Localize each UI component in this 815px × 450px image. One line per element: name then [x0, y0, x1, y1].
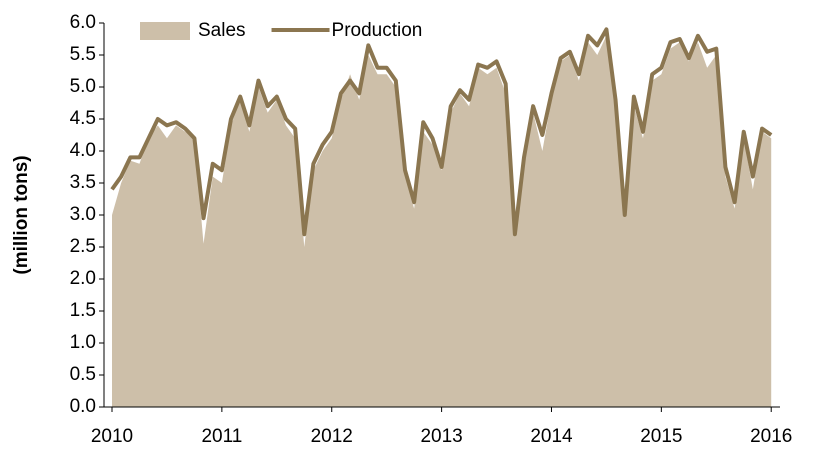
x-tick-label: 2010: [91, 426, 133, 447]
legend-swatch: [140, 22, 190, 40]
area: [112, 35, 772, 408]
y-tick-label: 4.0: [70, 140, 96, 161]
y-tick-label: 4.5: [70, 108, 96, 129]
y-tick-label: 0.5: [70, 364, 96, 385]
y-tick-label: 2.5: [70, 236, 96, 257]
x-tick-label: 2016: [750, 426, 792, 447]
y-tick-label: 1.5: [70, 300, 96, 321]
legend-label: Production: [332, 20, 423, 41]
y-tick-label: 2.0: [70, 268, 96, 289]
x-tick-label: 2011: [201, 426, 242, 447]
y-axis-label: (million tons): [11, 155, 32, 274]
x-tick-label: 2014: [530, 426, 573, 447]
y-tick-label: 5.0: [70, 76, 96, 97]
x-tick-label: 2013: [420, 426, 462, 447]
y-tick-label: 5.5: [70, 44, 96, 65]
legend-label: Sales: [198, 20, 246, 41]
y-tick-label: 6.0: [70, 12, 96, 33]
y-tick-label: 3.0: [70, 204, 96, 225]
x-tick-label: 2015: [640, 426, 682, 447]
line: [110, 27, 773, 237]
x-tick-label: 2012: [311, 426, 353, 447]
y-tick-label: 3.5: [70, 172, 96, 193]
y-tick-label: 1.0: [70, 332, 96, 353]
y-tick-label: 0.0: [70, 396, 96, 417]
